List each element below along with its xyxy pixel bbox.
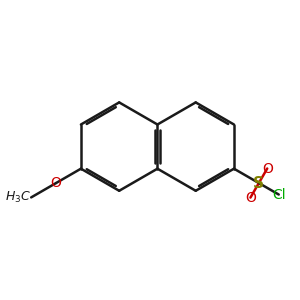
Text: O: O: [262, 161, 273, 176]
Text: Cl: Cl: [272, 188, 286, 202]
Text: $H_3C$: $H_3C$: [5, 190, 31, 205]
Text: O: O: [51, 176, 62, 190]
Text: O: O: [245, 190, 256, 205]
Text: S: S: [253, 176, 264, 190]
